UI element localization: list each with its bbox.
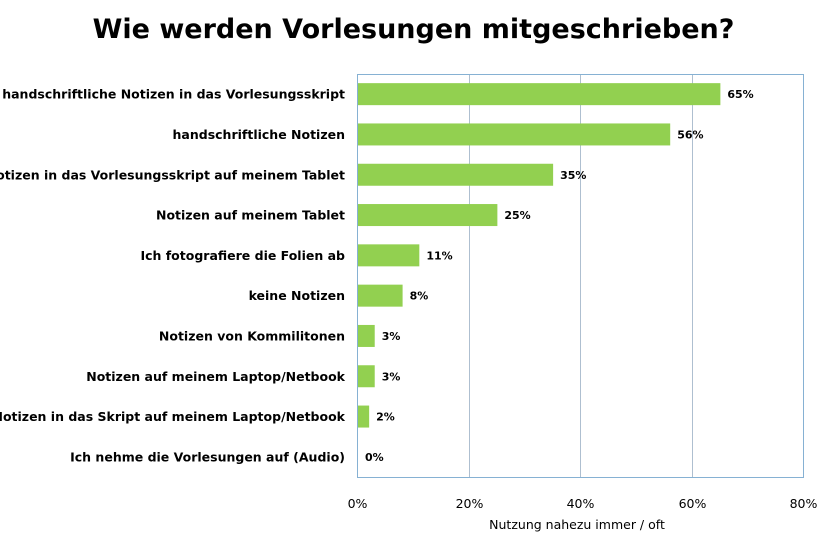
bar: [358, 83, 721, 106]
x-tick-label: 0%: [348, 496, 368, 511]
x-tick-label: 60%: [679, 496, 707, 511]
x-tick-label: 80%: [790, 496, 818, 511]
bar: [358, 204, 498, 227]
bar: [358, 405, 370, 428]
bar: [358, 284, 403, 307]
x-axis-ticks: 0% 20% 40% 60% 80%: [348, 496, 818, 511]
x-tick-label: 40%: [567, 496, 595, 511]
value-label: 56%: [677, 128, 703, 141]
value-label: 65%: [727, 88, 753, 101]
value-label: 0%: [365, 451, 384, 464]
value-label: 3%: [382, 330, 401, 343]
bar: [358, 123, 671, 146]
x-tick-label: 20%: [456, 496, 484, 511]
category-label: Notizen von Kommilitonen: [159, 328, 345, 343]
category-label: Notizen auf meinem Tablet: [156, 208, 345, 223]
category-labels: handschriftliche Notizen in das Vorlesun…: [0, 87, 346, 465]
x-axis-title: Nutzung nahezu immer / oft: [489, 517, 665, 532]
category-label: Notizen in das Skript auf meinem Laptop/…: [0, 409, 346, 424]
category-label: handschriftliche Notizen: [173, 127, 345, 142]
value-label: 11%: [426, 249, 452, 262]
bar: [358, 244, 420, 267]
bar: [358, 324, 375, 347]
category-label: Notizen in das Vorlesungsskript auf mein…: [0, 167, 345, 182]
value-label: 2%: [376, 411, 395, 424]
category-label: handschriftliche Notizen in das Vorlesun…: [2, 87, 345, 102]
plot-area-border: [357, 74, 804, 478]
value-labels: 65% 56% 35% 25% 11% 8% 3% 3% 2% 0%: [365, 88, 754, 464]
chart-title: Wie werden Vorlesungen mitgeschrieben?: [92, 14, 735, 45]
bars: [358, 83, 721, 428]
value-label: 3%: [382, 370, 401, 383]
bar: [358, 365, 375, 388]
value-label: 35%: [560, 169, 586, 182]
category-label: Notizen auf meinem Laptop/Netbook: [86, 369, 345, 384]
bar: [358, 163, 554, 186]
value-label: 8%: [410, 290, 429, 303]
category-label: Ich fotografiere die Folien ab: [140, 248, 345, 263]
value-label: 25%: [504, 209, 530, 222]
category-label: keine Notizen: [249, 288, 345, 303]
category-label: Ich nehme die Vorlesungen auf (Audio): [70, 449, 345, 464]
